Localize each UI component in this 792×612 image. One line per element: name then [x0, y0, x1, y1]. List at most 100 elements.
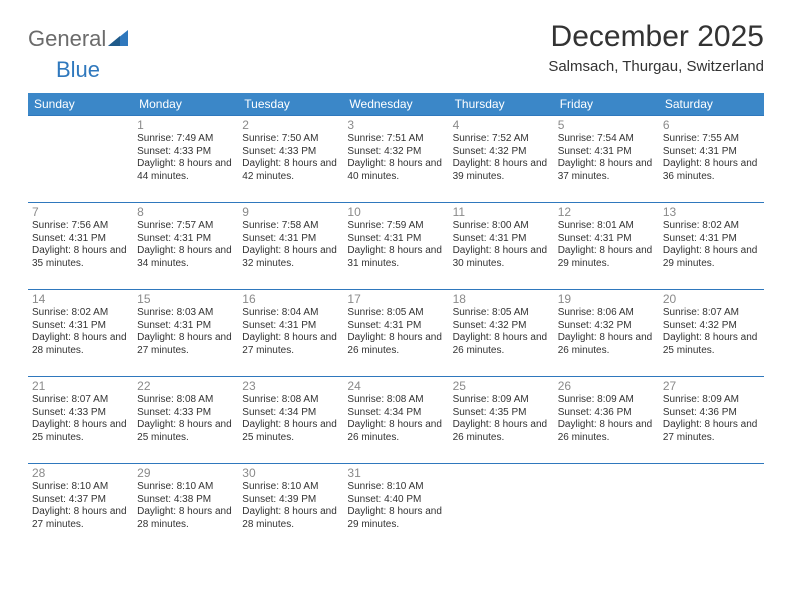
daylight-line: Daylight: 8 hours and 26 minutes. [558, 332, 655, 357]
day-number: 22 [137, 379, 234, 393]
daylight-line: Daylight: 8 hours and 29 minutes. [663, 245, 760, 270]
weekday-header: Tuesday [238, 93, 343, 116]
sunrise-line: Sunrise: 7:59 AM [347, 220, 444, 233]
weekday-header: Sunday [28, 93, 133, 116]
daylight-line: Daylight: 8 hours and 25 minutes. [137, 419, 234, 444]
calendar-day-cell: 5Sunrise: 7:54 AMSunset: 4:31 PMDaylight… [554, 116, 659, 203]
day-number: 1 [137, 118, 234, 132]
sunset-line: Sunset: 4:33 PM [242, 146, 339, 159]
daylight-line: Daylight: 8 hours and 31 minutes. [347, 245, 444, 270]
sunrise-line: Sunrise: 8:07 AM [32, 394, 129, 407]
day-number: 18 [453, 292, 550, 306]
day-number: 2 [242, 118, 339, 132]
sunset-line: Sunset: 4:37 PM [32, 494, 129, 507]
sunset-line: Sunset: 4:32 PM [453, 320, 550, 333]
calendar-day-cell [28, 116, 133, 203]
calendar-day-cell: 19Sunrise: 8:06 AMSunset: 4:32 PMDayligh… [554, 290, 659, 377]
sunrise-line: Sunrise: 7:49 AM [137, 133, 234, 146]
sunset-line: Sunset: 4:40 PM [347, 494, 444, 507]
sunrise-line: Sunrise: 8:10 AM [137, 481, 234, 494]
calendar-day-cell: 6Sunrise: 7:55 AMSunset: 4:31 PMDaylight… [659, 116, 764, 203]
calendar-day-cell: 8Sunrise: 7:57 AMSunset: 4:31 PMDaylight… [133, 203, 238, 290]
weekday-header: Wednesday [343, 93, 448, 116]
calendar-week-row: 28Sunrise: 8:10 AMSunset: 4:37 PMDayligh… [28, 464, 764, 551]
sunrise-line: Sunrise: 8:08 AM [137, 394, 234, 407]
sunset-line: Sunset: 4:34 PM [242, 407, 339, 420]
sunrise-line: Sunrise: 8:10 AM [242, 481, 339, 494]
daylight-line: Daylight: 8 hours and 29 minutes. [347, 506, 444, 531]
daylight-line: Daylight: 8 hours and 27 minutes. [32, 506, 129, 531]
daylight-line: Daylight: 8 hours and 27 minutes. [137, 332, 234, 357]
daylight-line: Daylight: 8 hours and 26 minutes. [347, 419, 444, 444]
calendar-day-cell: 27Sunrise: 8:09 AMSunset: 4:36 PMDayligh… [659, 377, 764, 464]
sunrise-line: Sunrise: 7:55 AM [663, 133, 760, 146]
daylight-line: Daylight: 8 hours and 37 minutes. [558, 158, 655, 183]
sunrise-line: Sunrise: 7:56 AM [32, 220, 129, 233]
calendar-day-cell: 28Sunrise: 8:10 AMSunset: 4:37 PMDayligh… [28, 464, 133, 551]
sunrise-line: Sunrise: 7:58 AM [242, 220, 339, 233]
calendar-header-row: SundayMondayTuesdayWednesdayThursdayFrid… [28, 93, 764, 116]
day-number: 14 [32, 292, 129, 306]
day-number: 26 [558, 379, 655, 393]
sunrise-line: Sunrise: 8:10 AM [347, 481, 444, 494]
daylight-line: Daylight: 8 hours and 29 minutes. [558, 245, 655, 270]
sunset-line: Sunset: 4:31 PM [32, 320, 129, 333]
calendar-day-cell: 3Sunrise: 7:51 AMSunset: 4:32 PMDaylight… [343, 116, 448, 203]
calendar-day-cell: 21Sunrise: 8:07 AMSunset: 4:33 PMDayligh… [28, 377, 133, 464]
month-title: December 2025 [548, 20, 764, 54]
daylight-line: Daylight: 8 hours and 26 minutes. [558, 419, 655, 444]
calendar-body: 1Sunrise: 7:49 AMSunset: 4:33 PMDaylight… [28, 116, 764, 551]
day-number: 6 [663, 118, 760, 132]
day-number: 17 [347, 292, 444, 306]
sunset-line: Sunset: 4:31 PM [137, 233, 234, 246]
day-number: 10 [347, 205, 444, 219]
calendar-week-row: 1Sunrise: 7:49 AM Sunset: 4:33 PM Daylight… [28, 116, 764, 203]
sunrise-line: Sunrise: 8:09 AM [453, 394, 550, 407]
day-number: 16 [242, 292, 339, 306]
day-number: 20 [663, 292, 760, 306]
day-number: 24 [347, 379, 444, 393]
sunset-line: Sunset: 4:35 PM [453, 407, 550, 420]
daylight-line: Daylight: 8 hours and 39 minutes. [453, 158, 550, 183]
sunset-line: Sunset: 4:32 PM [347, 146, 444, 159]
sunrise-line: Sunrise: 8:10 AM [32, 481, 129, 494]
sunrise-line: Sunrise: 7:57 AM [137, 220, 234, 233]
calendar-table: SundayMondayTuesdayWednesdayThursdayFrid… [28, 93, 764, 550]
brand-word-2: Blue [56, 57, 100, 82]
day-number: 19 [558, 292, 655, 306]
sunset-line: Sunset: 4:31 PM [663, 233, 760, 246]
daylight-line: Daylight: 8 hours and 28 minutes. [137, 506, 234, 531]
sunset-line: Sunset: 4:31 PM [347, 320, 444, 333]
sunrise-line: Sunrise: 8:03 AM [137, 307, 234, 320]
sunrise-line: Sunrise: 8:00 AM [453, 220, 550, 233]
daylight-line: Daylight: 8 hours and 30 minutes. [453, 245, 550, 270]
daylight-line: Daylight: 8 hours and 32 minutes. [242, 245, 339, 270]
sunset-line: Sunset: 4:36 PM [663, 407, 760, 420]
sunset-line: Sunset: 4:39 PM [242, 494, 339, 507]
sunset-line: Sunset: 4:31 PM [32, 233, 129, 246]
sunset-line: Sunset: 4:33 PM [137, 407, 234, 420]
calendar-page: General December 2025 Salmsach, Thurgau,… [0, 0, 792, 570]
daylight-line: Daylight: 8 hours and 26 minutes. [347, 332, 444, 357]
calendar-day-cell: 17Sunrise: 8:05 AMSunset: 4:31 PMDayligh… [343, 290, 448, 377]
title-block: December 2025 Salmsach, Thurgau, Switzer… [548, 20, 764, 75]
sunrise-line: Sunrise: 7:54 AM [558, 133, 655, 146]
day-number: 30 [242, 466, 339, 480]
calendar-day-cell: 12Sunrise: 8:01 AMSunset: 4:31 PMDayligh… [554, 203, 659, 290]
daylight-line: Daylight: 8 hours and 25 minutes. [663, 332, 760, 357]
daylight-line: Daylight: 8 hours and 35 minutes. [32, 245, 129, 270]
day-number: 31 [347, 466, 444, 480]
calendar-day-cell: 10Sunrise: 7:59 AMSunset: 4:31 PMDayligh… [343, 203, 448, 290]
sunset-line: Sunset: 4:32 PM [558, 320, 655, 333]
location-label: Salmsach, Thurgau, Switzerland [548, 58, 764, 75]
calendar-day-cell: 15Sunrise: 8:03 AMSunset: 4:31 PMDayligh… [133, 290, 238, 377]
calendar-week-row: 14Sunrise: 8:02 AMSunset: 4:31 PMDayligh… [28, 290, 764, 377]
daylight-line: Daylight: 8 hours and 25 minutes. [242, 419, 339, 444]
sunrise-line: Sunrise: 8:06 AM [558, 307, 655, 320]
daylight-line: Daylight: 8 hours and 28 minutes. [32, 332, 129, 357]
daylight-line: Daylight: 8 hours and 44 minutes. [137, 158, 234, 183]
sunrise-line: Sunrise: 8:07 AM [663, 307, 760, 320]
sunrise-line: Sunrise: 8:04 AM [242, 307, 339, 320]
calendar-day-cell: 16Sunrise: 8:04 AMSunset: 4:31 PMDayligh… [238, 290, 343, 377]
brand-word-1: General [28, 26, 106, 52]
